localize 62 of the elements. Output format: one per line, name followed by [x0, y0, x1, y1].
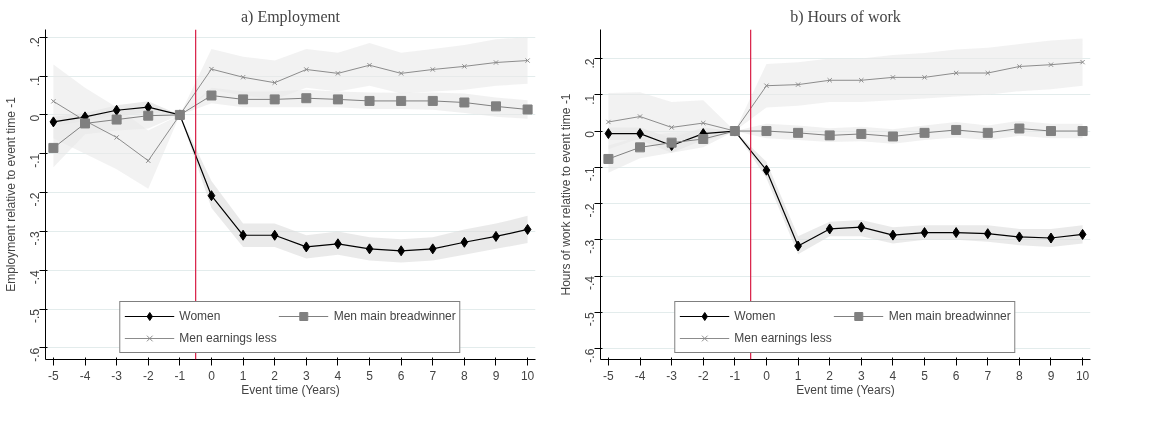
y-tick-label: -.4: [28, 269, 42, 285]
x-tick-label: 2: [271, 368, 279, 383]
x-tick-label: -2: [142, 368, 154, 383]
y-tick-label: -.5: [28, 308, 42, 324]
x-tick-label: -4: [634, 368, 646, 383]
x-tick-label: 9: [1047, 368, 1055, 383]
y-tick-label: -.2: [583, 203, 597, 218]
y-tick-label: -.3: [583, 239, 597, 254]
x-tick-label: 10: [1075, 368, 1090, 383]
x-tick-label: 1: [794, 368, 802, 383]
x-tick-label: -2: [697, 368, 709, 383]
x-tick-label: 0: [208, 368, 216, 383]
legend-label: Men earnings less: [179, 331, 277, 345]
y-axis-title: Hours of work relative to event time -1: [558, 93, 573, 296]
x-tick-label: 8: [1016, 368, 1024, 383]
x-tick-label: 5: [921, 368, 929, 383]
legend-label: Men main breadwinner: [888, 309, 1011, 323]
x-tick-label: 2: [826, 368, 834, 383]
y-tick-label: -.1: [28, 153, 42, 168]
y-tick-label: -.5: [583, 312, 597, 327]
y-tick-label: -.6: [583, 348, 597, 363]
y-tick-label: 0: [28, 114, 42, 122]
y-tick-label: .1: [583, 94, 597, 105]
y-tick-label: -.1: [583, 166, 597, 182]
x-tick-label: 4: [334, 368, 342, 383]
x-axis-title: Event time (Years): [796, 382, 895, 397]
x-tick-label: 6: [397, 368, 405, 383]
legend-label: Men earnings less: [734, 331, 832, 345]
y-tick-label: .2: [583, 58, 597, 69]
x-tick-label: 5: [366, 368, 374, 383]
x-tick-label: 1: [239, 368, 247, 383]
chart-title: a) Employment: [240, 7, 341, 26]
x-tick-label: 7: [984, 368, 992, 383]
y-tick-label: -.3: [28, 231, 42, 246]
y-tick-label: .2: [28, 36, 42, 48]
y-axis-title: Employment relative to event time -1: [3, 96, 18, 292]
x-tick-label: 6: [952, 368, 960, 383]
x-tick-label: -3: [666, 368, 678, 383]
x-tick-label: 4: [889, 368, 897, 383]
x-tick-label: 10: [520, 368, 535, 383]
x-tick-label: 7: [429, 368, 437, 383]
chart-title: b) Hours of work: [790, 7, 901, 26]
x-tick-label: -5: [48, 368, 60, 383]
x-tick-label: -1: [174, 368, 186, 383]
x-tick-label: -5: [603, 368, 615, 383]
x-tick-label: 0: [763, 368, 771, 383]
y-tick-label: -.2: [28, 192, 42, 207]
y-tick-label: -.4: [583, 275, 597, 291]
x-axis-title: Event time (Years): [241, 382, 340, 397]
x-tick-label: 3: [302, 368, 310, 383]
y-tick-label: .1: [28, 75, 42, 87]
x-tick-label: 9: [492, 368, 500, 383]
y-tick-label: -.6: [28, 347, 42, 362]
y-tick-label: 0: [583, 130, 597, 138]
legend-label: Women: [734, 309, 776, 323]
legend-label: Men main breadwinner: [333, 309, 456, 323]
x-tick-label: 8: [461, 368, 469, 383]
x-tick-label: 3: [857, 368, 865, 383]
x-tick-label: -3: [111, 368, 123, 383]
x-tick-label: -4: [79, 368, 91, 383]
x-tick-label: -1: [729, 368, 741, 383]
legend-label: Women: [179, 309, 221, 323]
